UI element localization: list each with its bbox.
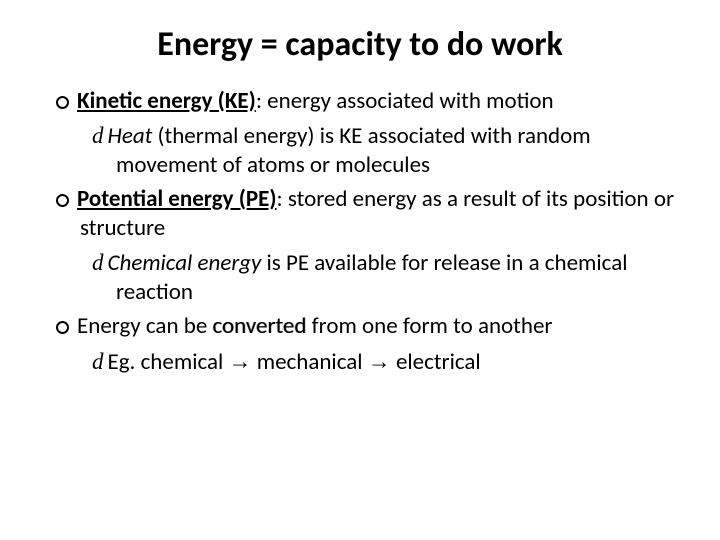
text-segment: Chemical energy (108, 249, 262, 277)
slide: Energy = capacity to do work Kinetic ene… (0, 0, 720, 540)
slide-title: Energy = capacity to do work (74, 24, 646, 65)
text-segment: Energy can be (77, 312, 212, 340)
circle-bullet-icon (56, 321, 69, 334)
script-bullet-icon: d (92, 250, 104, 275)
text-segment: Heat (108, 122, 153, 150)
text-segment: : energy associated with motion (256, 87, 554, 115)
text-segment: converted (212, 312, 306, 340)
bullet-level-2: dChemical energy is PE available for rel… (44, 249, 676, 307)
text-segment: from one form to another (306, 312, 552, 340)
text-segment: → (229, 348, 252, 374)
bullet-level-2: dEg. chemical → mechanical → electrical (44, 347, 676, 377)
script-bullet-icon: d (92, 349, 104, 374)
slide-content: Kinetic energy (KE): energy associated w… (44, 87, 676, 377)
text-segment: Kinetic energy (KE) (77, 87, 256, 115)
text-segment: (thermal energy) is KE associated with r… (116, 122, 591, 179)
script-bullet-icon: d (92, 123, 104, 148)
text-segment: electrical (391, 348, 481, 376)
bullet-level-1: Kinetic energy (KE): energy associated w… (44, 87, 676, 116)
text-segment: mechanical (252, 348, 368, 376)
circle-bullet-icon (56, 96, 69, 109)
text-segment: Potential energy (PE) (77, 185, 277, 213)
text-segment: Eg. chemical (108, 348, 229, 376)
text-segment: → (368, 348, 391, 374)
circle-bullet-icon (56, 194, 69, 207)
bullet-level-2: dHeat (thermal energy) is KE associated … (44, 122, 676, 180)
bullet-level-1: Potential energy (PE): stored energy as … (44, 185, 676, 243)
bullet-level-1: Energy can be converted from one form to… (44, 312, 676, 341)
